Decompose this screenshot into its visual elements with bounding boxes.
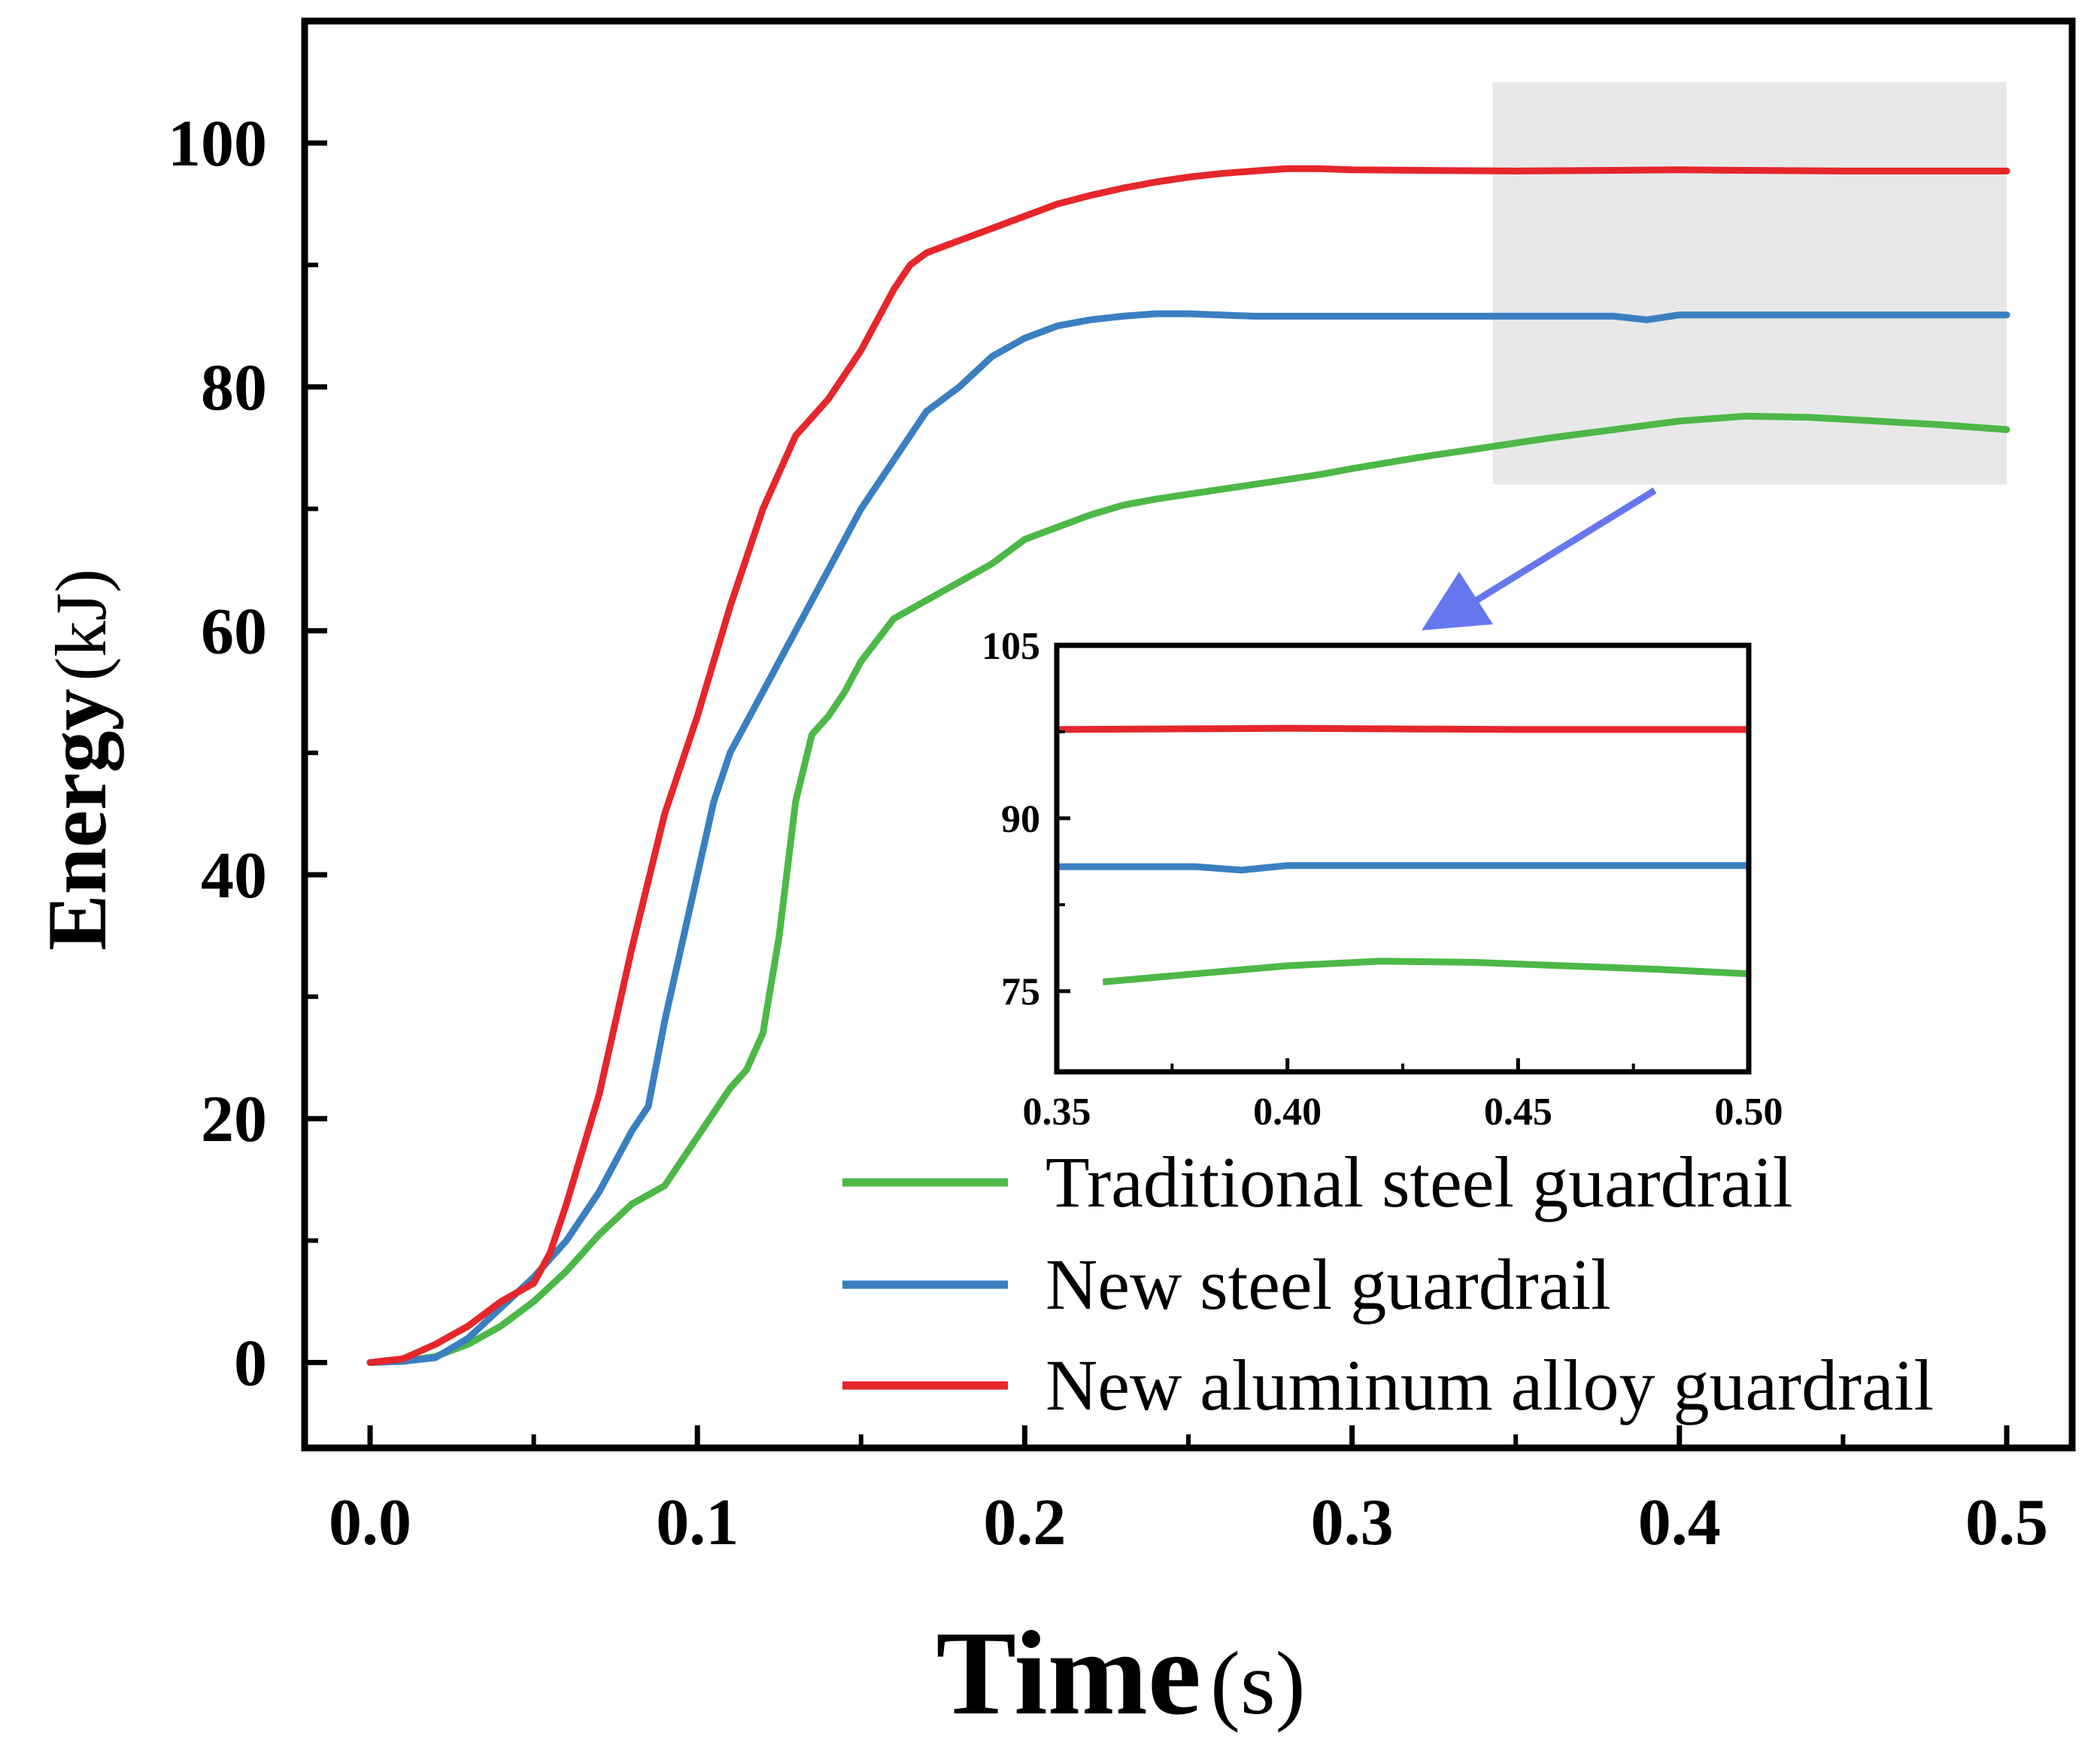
legend-item-new-aluminum: New aluminum alloy guardrail: [842, 1345, 1934, 1425]
inset-series-line-new-aluminum-alloy-guardrail: [1056, 724, 1749, 733]
inset-series-line-traditional-steel-guardrail: [1102, 957, 1749, 985]
inset-x-tick-label: 0.50: [1715, 1091, 1783, 1134]
series-line-new-steel-guardrail: [366, 310, 2010, 1366]
legend-label-new-aluminum: New aluminum alloy guardrail: [1045, 1345, 1934, 1425]
inset-series-lines: [1056, 724, 1749, 985]
inset-series-line-new-steel-guardrail: [1057, 862, 1749, 874]
x-axis-unit-text: s: [1240, 1633, 1276, 1733]
legend-item-traditional-steel: Traditional steel guardrail: [842, 1142, 1793, 1222]
inset-y-tick-label: 90: [1001, 798, 1040, 841]
y-axis-title-text: Energy: [31, 688, 124, 950]
y-axis-title: Energy(kJ): [31, 569, 124, 951]
x-tick-label: 0.1: [656, 1486, 739, 1559]
y-axis-unit: (kJ): [41, 569, 121, 681]
legend-item-new-steel: New steel guardrail: [842, 1244, 1611, 1325]
inset-x-tick-label: 0.45: [1484, 1091, 1552, 1134]
x-axis-title: Time (s): [936, 1606, 1305, 1740]
x-tick-label: 0.3: [1311, 1486, 1394, 1559]
inset-background: [1057, 645, 1749, 1072]
zoom-arrow: [1422, 487, 1657, 630]
x-tick-label: 0.2: [983, 1486, 1066, 1559]
main-series-lines: [366, 165, 2010, 1366]
inset-axis-tick-labels: 0.35 0.40 0.45 0.50 75 90 105: [982, 625, 1783, 1134]
main-axis-ticks: [305, 140, 2010, 1448]
inset-x-tick-label: 0.40: [1253, 1091, 1322, 1134]
series-line-new-aluminum-alloy-guardrail: [366, 165, 2010, 1366]
legend-label-new-steel: New steel guardrail: [1045, 1244, 1611, 1325]
inset-y-tick-label: 75: [1001, 971, 1040, 1014]
inset-plot: 0.35 0.40 0.45 0.50 75 90 105: [982, 625, 1783, 1134]
inset-x-tick-label: 0.35: [1023, 1091, 1091, 1134]
x-tick-label: 0.4: [1638, 1486, 1721, 1559]
inset-axis-ticks: [1055, 643, 1751, 1072]
inset-y-tick-label: 105: [982, 625, 1040, 668]
x-tick-label: 0.0: [329, 1486, 411, 1559]
y-tick-label: 0: [234, 1328, 267, 1401]
x-axis-title-text: Time: [936, 1606, 1201, 1740]
y-tick-label: 80: [201, 351, 267, 424]
y-tick-label: 100: [168, 108, 267, 181]
x-axis-unit: (s): [1210, 1633, 1306, 1733]
series-line-traditional-steel-guardrail: [366, 412, 2010, 1366]
y-axis-unit-text: kJ: [41, 593, 121, 657]
y-tick-label: 20: [201, 1083, 267, 1156]
legend-label-traditional-steel: Traditional steel guardrail: [1045, 1142, 1793, 1222]
y-tick-label: 60: [201, 596, 267, 669]
y-tick-label: 40: [201, 839, 267, 912]
legend: Traditional steel guardrail New steel gu…: [842, 1142, 1934, 1425]
x-tick-label: 0.5: [1965, 1486, 2048, 1559]
